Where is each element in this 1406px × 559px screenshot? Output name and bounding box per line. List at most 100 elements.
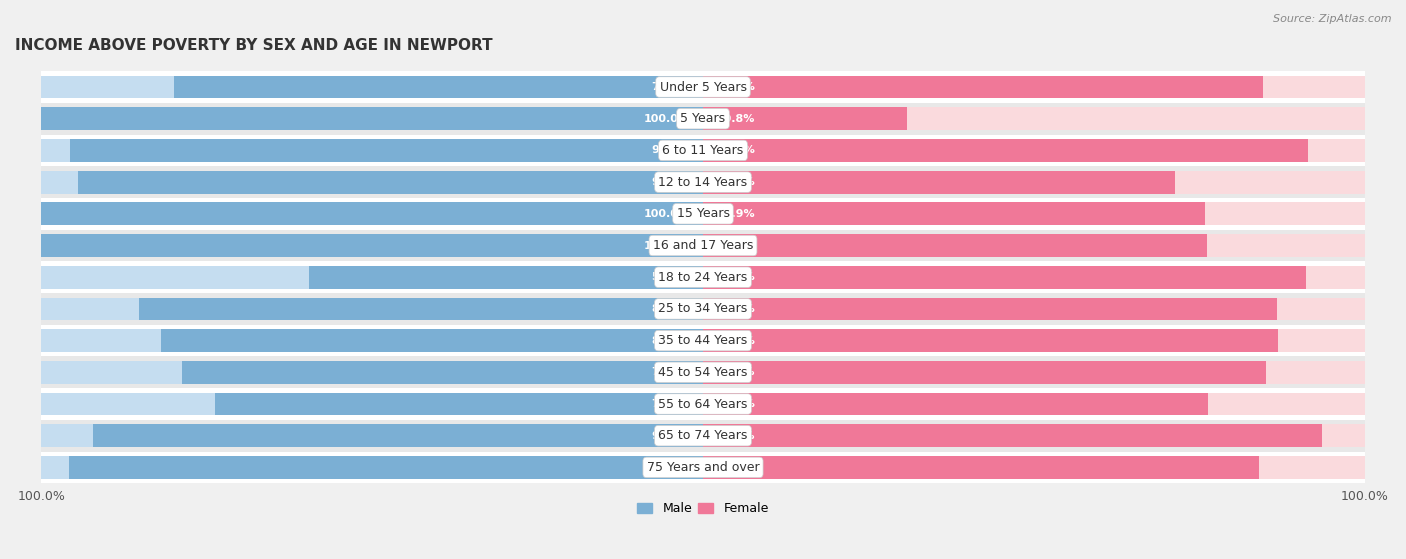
Bar [703, 75, 1263, 98]
Text: 79.9%: 79.9% [651, 82, 690, 92]
Bar [703, 170, 1175, 193]
Bar [42, 357, 1364, 388]
Bar [139, 297, 703, 320]
Bar [703, 297, 1364, 320]
Bar [309, 266, 703, 288]
Text: 94.5%: 94.5% [651, 177, 690, 187]
Bar [703, 329, 1278, 352]
Bar [183, 361, 703, 383]
Text: 100.0%: 100.0% [644, 240, 690, 250]
Text: 5 Years: 5 Years [681, 112, 725, 125]
Text: 78.7%: 78.7% [651, 367, 690, 377]
Text: 16 and 17 Years: 16 and 17 Years [652, 239, 754, 252]
Text: 85.2%: 85.2% [651, 304, 690, 314]
Bar [42, 424, 703, 447]
Bar [703, 456, 1258, 479]
Bar [703, 392, 1208, 415]
Bar [703, 202, 1364, 225]
Bar [703, 139, 1308, 162]
Text: Source: ZipAtlas.com: Source: ZipAtlas.com [1274, 14, 1392, 24]
Bar [703, 234, 1364, 257]
Text: 84.6%: 84.6% [716, 82, 755, 92]
Bar [703, 234, 1208, 257]
Text: 76.2%: 76.2% [716, 240, 755, 250]
Bar [703, 424, 1322, 447]
Text: 59.5%: 59.5% [651, 272, 690, 282]
Bar [42, 135, 1364, 166]
Bar [93, 424, 703, 447]
Bar [703, 170, 1364, 193]
Bar [42, 170, 703, 193]
Text: 65 to 74 Years: 65 to 74 Years [658, 429, 748, 442]
Bar [703, 424, 1364, 447]
Bar [42, 75, 703, 98]
Text: 85.1%: 85.1% [716, 367, 755, 377]
Bar [42, 198, 1364, 230]
Bar [70, 139, 703, 162]
Text: 6 to 11 Years: 6 to 11 Years [662, 144, 744, 157]
Bar [703, 361, 1364, 383]
Text: 95.7%: 95.7% [651, 145, 690, 155]
Bar [42, 388, 1364, 420]
Bar [42, 456, 703, 479]
Text: 86.8%: 86.8% [716, 304, 755, 314]
Legend: Male, Female: Male, Female [633, 497, 773, 520]
Bar [703, 202, 1205, 225]
Text: 100.0%: 100.0% [644, 209, 690, 219]
Bar [703, 297, 1277, 320]
Bar [42, 452, 1364, 484]
Text: 95.8%: 95.8% [651, 462, 690, 472]
Text: 92.2%: 92.2% [651, 431, 690, 440]
Bar [42, 266, 703, 288]
Bar [69, 456, 703, 479]
Bar [703, 266, 1306, 288]
Bar [174, 75, 703, 98]
Text: 35 to 44 Years: 35 to 44 Years [658, 334, 748, 347]
Bar [42, 293, 1364, 325]
Bar [42, 71, 1364, 103]
Text: 86.9%: 86.9% [716, 335, 755, 345]
Text: 75 Years and over: 75 Years and over [647, 461, 759, 474]
Text: 93.5%: 93.5% [716, 431, 755, 440]
Text: 25 to 34 Years: 25 to 34 Years [658, 302, 748, 315]
Text: 55 to 64 Years: 55 to 64 Years [658, 397, 748, 410]
Bar [703, 456, 1364, 479]
Bar [42, 262, 1364, 293]
Bar [42, 325, 1364, 357]
Bar [42, 139, 703, 162]
Bar [42, 234, 703, 257]
Text: 12 to 14 Years: 12 to 14 Years [658, 176, 748, 188]
Bar [42, 234, 703, 257]
Text: 75.9%: 75.9% [716, 209, 755, 219]
Text: Under 5 Years: Under 5 Years [659, 80, 747, 93]
Bar [42, 420, 1364, 452]
Text: 15 Years: 15 Years [676, 207, 730, 220]
Text: 100.0%: 100.0% [644, 113, 690, 124]
Text: 73.7%: 73.7% [651, 399, 690, 409]
Bar [703, 139, 1364, 162]
Bar [77, 170, 703, 193]
Text: INCOME ABOVE POVERTY BY SEX AND AGE IN NEWPORT: INCOME ABOVE POVERTY BY SEX AND AGE IN N… [14, 38, 492, 53]
Bar [215, 392, 703, 415]
Bar [42, 103, 1364, 135]
Text: 91.4%: 91.4% [716, 145, 755, 155]
Bar [703, 361, 1265, 383]
Bar [42, 329, 703, 352]
Text: 82.0%: 82.0% [651, 335, 690, 345]
Bar [703, 266, 1364, 288]
Bar [42, 202, 703, 225]
Bar [703, 107, 907, 130]
Bar [42, 202, 703, 225]
Bar [160, 329, 703, 352]
Text: 45 to 54 Years: 45 to 54 Years [658, 366, 748, 379]
Bar [703, 392, 1364, 415]
Bar [703, 75, 1364, 98]
Bar [42, 230, 1364, 262]
Text: 84.0%: 84.0% [716, 462, 755, 472]
Bar [42, 361, 703, 383]
Bar [42, 107, 703, 130]
Text: 71.4%: 71.4% [716, 177, 755, 187]
Bar [42, 392, 703, 415]
Text: 91.1%: 91.1% [716, 272, 755, 282]
Bar [42, 297, 703, 320]
